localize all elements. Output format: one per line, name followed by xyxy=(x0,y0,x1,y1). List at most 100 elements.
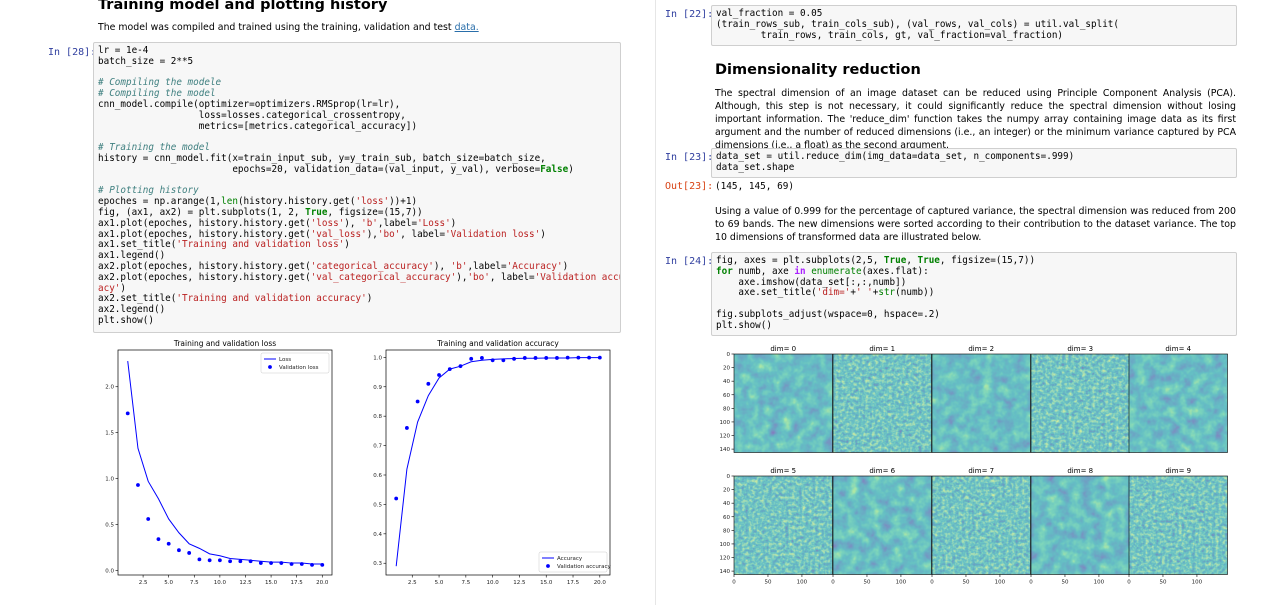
code-token: ), xyxy=(344,217,362,229)
y-tick-label: 120 xyxy=(720,556,731,562)
x-tick-label: 100 xyxy=(1192,580,1203,586)
data-point xyxy=(490,358,495,363)
legend-marker xyxy=(268,365,272,369)
y-tick-label: 120 xyxy=(720,434,731,440)
dims-grid: dim= 0 0 20 40 60 80 100 120 140 dim= 1 dim= 2 dim=… xyxy=(720,345,1228,586)
dim-title: dim= 7 xyxy=(968,467,994,475)
code-token: # Plotting history xyxy=(98,185,199,197)
code-token: enumerate xyxy=(811,265,862,277)
cell-22-prompt: In [22]: xyxy=(665,9,714,20)
code-token: # Compiling the model xyxy=(98,88,216,100)
code-token: epoches = np.arange(1, xyxy=(98,196,222,208)
code-token: ), xyxy=(433,260,451,272)
code-token: (history.history.get( xyxy=(237,196,356,208)
data-point xyxy=(197,557,202,562)
dim-title: dim= 5 xyxy=(770,467,796,475)
out-23-text: (145, 145, 69) xyxy=(715,181,795,192)
data-point xyxy=(480,356,484,360)
dim-title: dim= 2 xyxy=(968,345,994,353)
y-tick-label: 1.0 xyxy=(105,477,114,483)
code-token: ) xyxy=(540,228,546,240)
code-token: ax2.plot(epoches, history.history.get( xyxy=(98,260,311,272)
y-tick-label: 140 xyxy=(720,447,731,453)
code-token: lr = 1e-4 xyxy=(98,45,149,56)
dim-frame xyxy=(931,353,1031,453)
data-point xyxy=(533,356,538,360)
x-tick-label: 100 xyxy=(1094,580,1105,586)
dim-frame xyxy=(832,475,932,575)
y-tick-label: 1.5 xyxy=(105,431,114,437)
dim-frame xyxy=(931,475,1031,575)
out-23-prompt: Out[23]: xyxy=(665,181,714,192)
y-tick-label: 20 xyxy=(723,488,730,494)
code-token: str xyxy=(878,287,896,299)
legend-label: Validation accuracy xyxy=(557,564,611,570)
cell-23-source[interactable]: data_set = util.reduce_dim(img_data=data… xyxy=(712,149,1236,177)
cell-22-code[interactable]: val_fraction = 0.05 (train_rows_sub, tra… xyxy=(711,5,1237,46)
x-tick-label: 12.5 xyxy=(239,580,252,586)
x-tick-label: 5.0 xyxy=(164,580,173,586)
x-tick-label: 50 xyxy=(764,580,771,586)
code-token: data_set = util.reduce_dim(img_data=data… xyxy=(716,151,1075,162)
data-point xyxy=(501,358,506,363)
code-token: 'b' xyxy=(450,260,468,272)
data-link[interactable]: data. xyxy=(454,22,479,33)
code-token: ) xyxy=(366,293,373,305)
x-tick-label: 17.5 xyxy=(567,580,580,586)
code-token: (train_rows_sub, train_cols_sub), (val_r… xyxy=(716,18,1119,30)
data-point xyxy=(512,356,516,361)
x-tick-label: 100 xyxy=(797,580,808,586)
y-tick-label: 1.0 xyxy=(373,355,382,361)
code-token: axe.imshow(data_set[:,:,numb]) xyxy=(716,276,907,288)
x-tick-label: 0 xyxy=(930,580,934,586)
x-tick-label: 50 xyxy=(962,580,969,586)
dim-image xyxy=(1031,476,1130,575)
cell-28-source[interactable]: lr = 1e-4 batch_size = 2**5 # Compiling … xyxy=(94,43,620,330)
data-point xyxy=(269,561,273,565)
code-token: ), xyxy=(456,271,468,283)
code-token: # Compiling the modele xyxy=(98,77,222,89)
data-point xyxy=(426,381,431,386)
y-tick-label: 0.5 xyxy=(373,502,382,508)
data-point xyxy=(279,561,284,565)
x-tick-label: 100 xyxy=(896,580,907,586)
left-notebook-pane[interactable]: Training model and plotting history The … xyxy=(0,0,655,605)
y-tick-label: 60 xyxy=(723,393,730,399)
cell-28-code[interactable]: lr = 1e-4 batch_size = 2**5 # Compiling … xyxy=(93,42,621,333)
code-token: True xyxy=(305,206,328,218)
code-token: 'val_loss' xyxy=(310,228,367,240)
code-token: plt.show() xyxy=(716,319,772,331)
y-tick-label: 20 xyxy=(723,366,730,372)
code-token: 'val_categorical_accuracy' xyxy=(310,271,457,283)
code-token: 'categorical_accuracy' xyxy=(310,260,434,272)
code-token: ) xyxy=(344,239,350,251)
y-tick-label: 0 xyxy=(727,474,731,480)
data-point xyxy=(258,561,263,565)
y-tick-label: 0.3 xyxy=(373,561,382,567)
right-notebook-pane[interactable]: In [22]: val_fraction = 0.05 (train_rows… xyxy=(659,0,1280,605)
y-tick-label: 0.0 xyxy=(105,568,114,574)
data-point xyxy=(238,559,243,564)
x-tick-label: 0 xyxy=(732,580,736,586)
cell-23-code[interactable]: data_set = util.reduce_dim(img_data=data… xyxy=(711,148,1237,178)
code-token: + xyxy=(872,287,879,299)
dim-frame xyxy=(832,353,932,453)
plot-frame xyxy=(385,349,611,576)
plot-frame xyxy=(117,349,333,576)
code-token: epochs=20, validation_data=(val_input, y… xyxy=(98,163,541,175)
y-tick-label: 0 xyxy=(727,352,731,358)
data-point xyxy=(228,559,233,564)
data-point xyxy=(394,496,399,501)
data-point xyxy=(217,558,222,563)
x-tick-label: 20.0 xyxy=(594,580,607,586)
dim-image xyxy=(932,476,1031,575)
data-point xyxy=(404,426,409,430)
code-token: train_rows, train_cols, gt, val_fraction… xyxy=(716,29,1064,41)
cell-24-source[interactable]: fig, axes = plt.subplots(2,5, True, True… xyxy=(712,253,1236,335)
data-point xyxy=(437,373,441,377)
cell-22-source[interactable]: val_fraction = 0.05 (train_rows_sub, tra… xyxy=(712,6,1236,44)
y-tick-label: 40 xyxy=(723,379,730,385)
pca-description: The spectral dimension of an image datas… xyxy=(715,88,1236,151)
cell-24-code[interactable]: fig, axes = plt.subplots(2,5, True, True… xyxy=(711,252,1237,336)
pane-divider[interactable] xyxy=(655,0,656,605)
